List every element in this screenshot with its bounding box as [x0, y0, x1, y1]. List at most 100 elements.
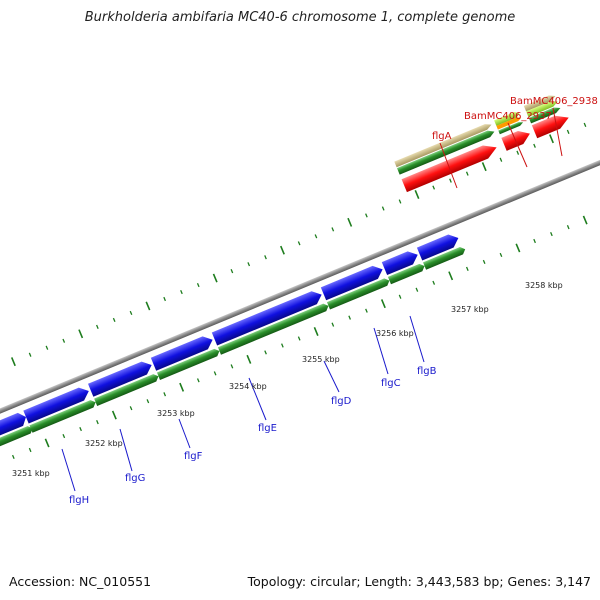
minor-tick [28, 352, 32, 357]
cds-flgH[interactable] [29, 399, 97, 433]
minor-tick [163, 296, 166, 302]
gene-label-flgD[interactable]: flgD [331, 396, 352, 407]
cds-flgG[interactable] [94, 373, 160, 406]
minor-tick [314, 234, 318, 239]
BamMC406_2938-gene-arrow[interactable] [531, 111, 572, 139]
cds-upstream[interactable] [0, 425, 34, 458]
forward-gene-track [0, 231, 461, 449]
gene-label-flgB[interactable]: flgB [417, 366, 437, 377]
minor-tick [264, 255, 267, 260]
major-tick [481, 162, 487, 172]
flgA-misc-feature[interactable] [394, 122, 492, 168]
BamMC406_2938-misc-feature[interactable] [523, 93, 557, 112]
scale-label-3252: 3252 kbp [85, 439, 123, 448]
gene-arrow-flgH[interactable] [23, 385, 91, 424]
minor-tick [213, 371, 217, 376]
minor-tick [96, 420, 99, 425]
gene-arrow-flgE[interactable] [211, 288, 325, 346]
minor-tick [365, 213, 368, 218]
minor-tick [550, 231, 553, 237]
cds-flgE[interactable] [217, 302, 330, 355]
major-tick [448, 271, 454, 281]
scale-label-3253: 3253 kbp [157, 409, 195, 418]
major-tick [515, 243, 521, 253]
genome-backbone [0, 134, 600, 430]
gene-label-flgG[interactable]: flgG [125, 473, 145, 484]
minor-tick [499, 157, 503, 162]
gene-arrow-flgG[interactable] [87, 359, 154, 397]
minor-tick [381, 206, 385, 211]
major-tick [179, 382, 185, 392]
flgA-cds-feature[interactable] [396, 128, 496, 175]
scale-label-3255: 3255 kbp [302, 355, 340, 364]
cds-flgC[interactable] [387, 262, 426, 285]
gene-arrow-flgD[interactable] [320, 263, 385, 301]
cds-flgB[interactable] [423, 246, 467, 270]
BamMC406_2938-regulatory-feature[interactable] [526, 99, 559, 117]
minor-tick [146, 399, 150, 404]
major-tick [582, 215, 588, 225]
minor-tick [533, 238, 536, 244]
map-title: Burkholderia ambifaria MC40-6 chromosome… [84, 10, 516, 25]
minor-tick [365, 308, 368, 313]
gene-label-BamMC406_2938[interactable]: BamMC406_2938 [510, 96, 598, 107]
minor-tick [112, 317, 116, 323]
minor-tick [432, 185, 436, 190]
minor-tick [196, 282, 200, 288]
minor-tick [398, 294, 402, 299]
minor-tick [331, 322, 335, 327]
minor-tick [415, 287, 419, 292]
major-tick [111, 410, 117, 420]
minor-tick [348, 315, 352, 320]
major-tick [549, 134, 554, 144]
minor-tick [449, 178, 452, 183]
minor-tick [516, 150, 520, 155]
minor-tick [79, 426, 82, 432]
minor-tick [331, 227, 335, 232]
gene-arrow-flgF[interactable] [150, 333, 215, 371]
gene-label-BamMC406_2937[interactable]: BamMC406_2937 [464, 111, 552, 122]
cds-flgD[interactable] [326, 277, 391, 310]
minor-tick [432, 280, 436, 285]
inner-tick-row [11, 215, 588, 460]
minor-tick [465, 171, 469, 176]
BamMC406_2937-regulatory-feature[interactable] [496, 116, 522, 130]
gene-label-flgH[interactable]: flgH [69, 495, 89, 506]
gene-label-flgF[interactable]: flgF [184, 451, 203, 462]
major-tick [212, 273, 218, 283]
scale-label-3258: 3258 kbp [525, 281, 563, 290]
minor-tick [482, 259, 486, 265]
minor-tick [96, 324, 99, 329]
cds-flgF[interactable] [156, 347, 221, 380]
accession-info: Accession: NC_010551 [9, 574, 152, 589]
scale-label-3257: 3257 kbp [451, 305, 489, 314]
minor-tick [129, 310, 133, 316]
gene-arrow-flgB[interactable] [416, 231, 461, 261]
minor-tick [583, 122, 587, 127]
minor-tick [62, 433, 66, 439]
minor-tick [264, 350, 267, 355]
scale-labels: 3251 kbp 3252 kbp 3253 kbp 3254 kbp 3255… [12, 281, 563, 478]
BamMC406_2938-cds-feature[interactable] [528, 105, 562, 124]
gene-labels: flgH flgG flgF flgE flgD flgC flgB flgA … [69, 96, 598, 506]
gene-label-flgA[interactable]: flgA [432, 131, 452, 142]
BamMC406_2937-misc-feature[interactable] [494, 110, 520, 126]
flgA-gene-arrow[interactable] [401, 141, 500, 193]
major-tick [10, 357, 16, 367]
gene-arrow-upstream[interactable] [0, 411, 29, 449]
major-tick [414, 190, 420, 199]
gene-arrow-flgC[interactable] [381, 248, 421, 276]
minor-tick [297, 241, 301, 246]
minor-tick [180, 289, 183, 295]
minor-tick [533, 143, 536, 148]
gene-label-flgC[interactable]: flgC [381, 378, 401, 389]
gene-leader-lines [61, 315, 425, 492]
cds-track [0, 246, 467, 458]
minor-tick [196, 378, 200, 383]
scale-label-3251: 3251 kbp [12, 469, 50, 478]
gene-label-flgE[interactable]: flgE [258, 423, 277, 434]
major-tick [380, 299, 386, 309]
minor-tick [566, 129, 570, 134]
